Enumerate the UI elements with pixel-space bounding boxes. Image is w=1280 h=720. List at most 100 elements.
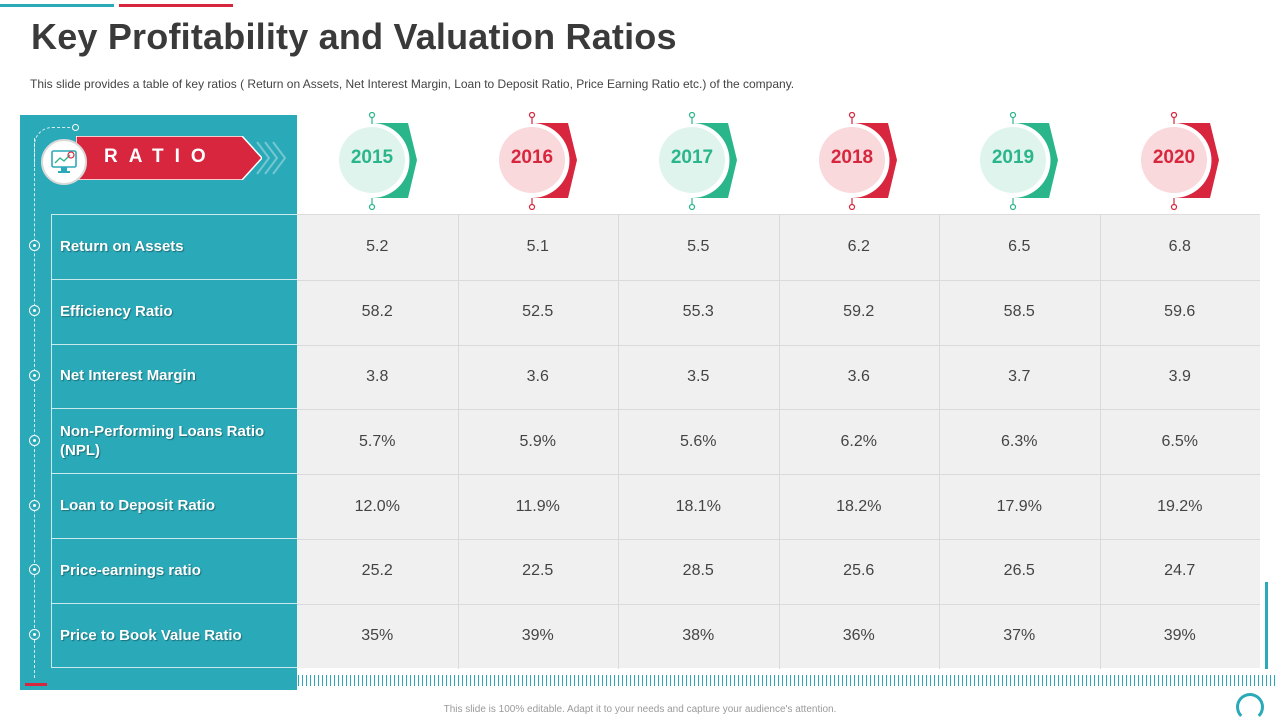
table-cell: 6.5 [1008, 238, 1031, 256]
grid-column-line [1099, 215, 1101, 669]
table-cell: 39% [521, 627, 554, 645]
table-cell: 36% [842, 627, 875, 645]
table-cell: 35% [361, 627, 394, 645]
page-subtitle: This slide provides a table of key ratio… [30, 77, 795, 91]
table-cell: 3.8 [366, 368, 389, 385]
table-cell: 58.2 [361, 303, 393, 321]
row-separator [51, 473, 297, 475]
row-marker-icon [29, 305, 40, 317]
table-cell: 5.6% [680, 432, 717, 450]
row-separator [51, 602, 297, 604]
table-cell: 17.9% [996, 497, 1042, 515]
grid-column-line [618, 215, 619, 669]
table-cell: 3.7 [1008, 368, 1031, 385]
table-cell: 6.2% [840, 432, 877, 450]
table-cell: 18.1% [675, 497, 721, 515]
table-cell: 28.5 [682, 562, 714, 580]
dashed-timeline [34, 138, 35, 678]
connector-dot [72, 124, 79, 131]
row-label: Return on Assets [60, 237, 184, 255]
ratio-header-label: RATIO [104, 146, 217, 167]
grid-row-line [297, 344, 1260, 346]
bottom-ruler-decoration [298, 675, 1278, 686]
row-marker-icon [29, 434, 40, 446]
grid-column-line [778, 215, 780, 669]
row-marker-icon [29, 499, 40, 511]
top-accent-teal [0, 4, 114, 7]
row-label-frame [51, 214, 297, 668]
year-badge-2020 [1141, 112, 1219, 211]
grid-row-line [297, 409, 1260, 411]
ratio-header-banner [76, 136, 262, 180]
year-label: 2017 [670, 147, 714, 168]
table-cell: 3.6 [526, 368, 549, 385]
ratio-data-table: 5.2 5.1 5.5 6.2 6.5 6.8 58.2 52.5 55.3 59.2 58.5 59… [297, 214, 1260, 669]
table-cell: 55.3 [682, 303, 714, 321]
row-marker-icon [29, 564, 40, 576]
table-cell: 5.5 [687, 238, 710, 256]
table-cell: 39% [1163, 627, 1196, 645]
table-cell: 6.2 [847, 238, 870, 256]
table-cell: 19.2% [1157, 497, 1203, 515]
panel-red-tick [25, 683, 47, 686]
table-cell: 37% [1003, 627, 1036, 645]
table-cell: 5.2 [366, 238, 389, 256]
table-cell: 52.5 [522, 303, 554, 321]
grid-column-line [939, 215, 940, 669]
table-cell: 18.2% [836, 497, 882, 515]
row-marker-icon [29, 629, 40, 641]
year-badge-2016 [499, 112, 577, 211]
table-cell: 12.0% [354, 497, 400, 515]
grid-row-line [297, 474, 1260, 476]
table-cell: 38% [682, 627, 715, 645]
table-cell: 3.6 [847, 368, 870, 385]
page-title: Key Profitability and Valuation Ratios [31, 16, 677, 57]
table-cell: 6.3% [1001, 432, 1038, 450]
top-accent-red [119, 4, 233, 7]
right-accent-bar [1265, 582, 1268, 669]
row-separator [51, 343, 297, 345]
table-cell: 59.2 [843, 303, 875, 321]
row-separator [51, 278, 297, 280]
header-icon-circle [41, 139, 87, 185]
year-badge-2017 [659, 112, 737, 211]
row-separator [51, 538, 297, 539]
table-cell: 25.6 [843, 562, 875, 580]
row-marker-icon [29, 240, 40, 252]
table-cell: 26.5 [1003, 562, 1035, 580]
year-label: 2019 [991, 147, 1035, 168]
table-cell: 22.5 [522, 562, 554, 580]
table-cell: 6.5% [1161, 432, 1198, 450]
year-label: 2015 [350, 147, 394, 168]
year-badge-2018 [819, 112, 897, 211]
table-cell: 11.9% [515, 497, 560, 515]
row-label: Non-Performing Loans Ratio (NPL) [60, 422, 265, 459]
year-label: 2018 [830, 147, 874, 168]
table-cell: 58.5 [1003, 303, 1035, 321]
year-label: 2020 [1152, 147, 1196, 168]
chevrons-decoration [256, 141, 287, 175]
table-cell: 24.7 [1164, 562, 1196, 580]
row-label: Efficiency Ratio [60, 302, 173, 320]
year-badge-2019 [980, 112, 1058, 211]
table-cell: 25.2 [361, 562, 393, 580]
table-cell: 3.9 [1168, 368, 1191, 385]
row-separator [51, 408, 297, 410]
table-cell: 5.9% [519, 432, 556, 450]
grid-row-line [297, 603, 1260, 605]
table-cell: 5.7% [359, 432, 396, 450]
year-label: 2016 [510, 147, 554, 168]
row-label: Net Interest Margin [60, 367, 196, 385]
row-label: Loan to Deposit Ratio [60, 497, 215, 515]
year-badge-2015 [339, 112, 417, 211]
corner-ring-decoration [1236, 693, 1264, 720]
table-cell: 3.5 [687, 368, 710, 385]
table-cell: 5.1 [526, 238, 549, 256]
chart-monitor-icon [51, 150, 77, 173]
row-marker-icon [29, 370, 40, 381]
grid-row-line [297, 539, 1260, 540]
footer-note: This slide is 100% editable. Adapt it to… [443, 704, 837, 715]
grid-column-line [457, 215, 459, 669]
table-cell: 6.8 [1168, 238, 1191, 256]
ratio-panel [20, 115, 297, 690]
